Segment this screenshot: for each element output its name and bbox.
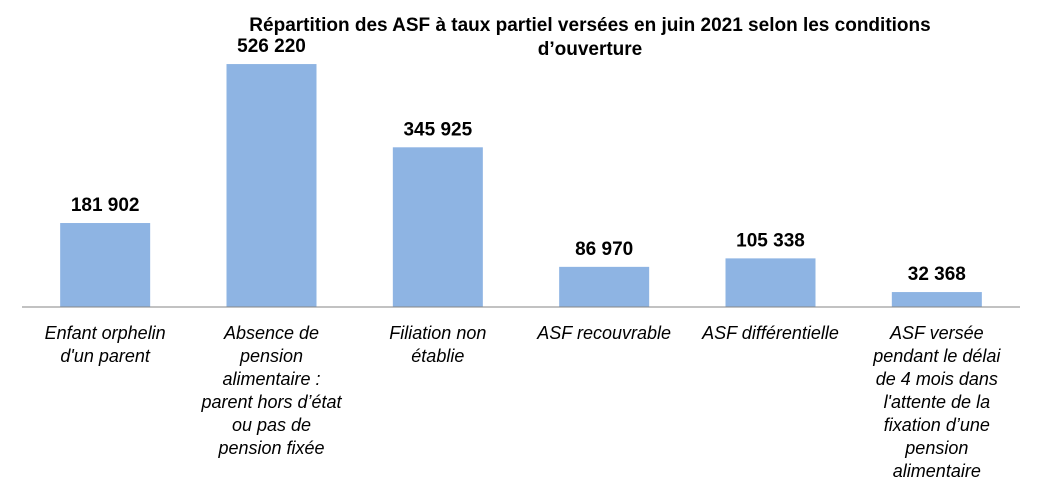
category-label-3-line-0: ASF recouvrable	[536, 323, 671, 343]
category-label-4: ASF différentielle	[701, 323, 839, 343]
value-label-2: 345 925	[403, 119, 472, 140]
bars-group	[60, 64, 982, 307]
category-label-5-line-0: ASF versée	[889, 323, 984, 343]
category-label-3: ASF recouvrable	[536, 323, 671, 343]
bar-4	[725, 258, 816, 307]
bar-0	[60, 223, 151, 307]
category-label-1-line-3: parent hors d’état	[200, 392, 342, 412]
category-label-1-line-0: Absence de	[223, 323, 319, 343]
chart-title-line-1: Répartition des ASF à taux partiel versé…	[249, 15, 931, 36]
category-label-5-line-2: de 4 mois dans	[876, 369, 998, 389]
category-label-1-line-2: alimentaire :	[222, 369, 320, 389]
value-labels-group: 181 902 526 220 345 925 86 970 105 338 32 368	[71, 36, 966, 285]
bar-5	[891, 292, 982, 307]
category-label-2: Filiation non établie	[389, 323, 486, 366]
category-label-4-line-0: ASF différentielle	[701, 323, 839, 343]
category-label-5-line-3: l'attente de la	[884, 392, 991, 412]
value-label-4: 105 338	[736, 230, 805, 251]
category-label-2-line-1: établie	[411, 346, 464, 366]
chart-title: Répartition des ASF à taux partiel versé…	[160, 14, 1020, 62]
bar-1	[226, 64, 317, 307]
value-label-5: 32 368	[908, 264, 966, 285]
category-label-1-line-5: pension fixée	[217, 438, 324, 458]
bar-3	[559, 266, 650, 307]
category-label-1: Absence de pension alimentaire : parent hor…	[200, 323, 342, 458]
category-label-5: ASF versée pendant le délai de 4 mois dans…	[872, 323, 1001, 481]
category-label-0-line-1: d'un parent	[60, 346, 151, 366]
value-label-0: 181 902	[71, 195, 140, 216]
bar-2	[392, 147, 483, 307]
category-label-1-line-4: ou pas de	[232, 415, 311, 435]
category-label-5-line-6: alimentaire	[893, 461, 981, 481]
category-label-5-line-4: fixation d’une	[884, 415, 990, 435]
chart-title-line-2: d’ouverture	[537, 39, 643, 60]
category-label-2-line-0: Filiation non	[389, 323, 486, 343]
category-label-0-line-0: Enfant orphelin	[45, 323, 166, 343]
category-label-0: Enfant orphelin d'un parent	[45, 323, 166, 366]
category-label-1-line-1: pension	[239, 346, 303, 366]
category-labels-group: Enfant orphelin d'un parent Absence de pens…	[45, 323, 1002, 481]
category-label-5-line-5: pension	[904, 438, 968, 458]
category-label-5-line-1: pendant le délai	[872, 346, 1001, 366]
value-label-1: 526 220	[237, 36, 306, 57]
value-label-3: 86 970	[575, 239, 633, 260]
